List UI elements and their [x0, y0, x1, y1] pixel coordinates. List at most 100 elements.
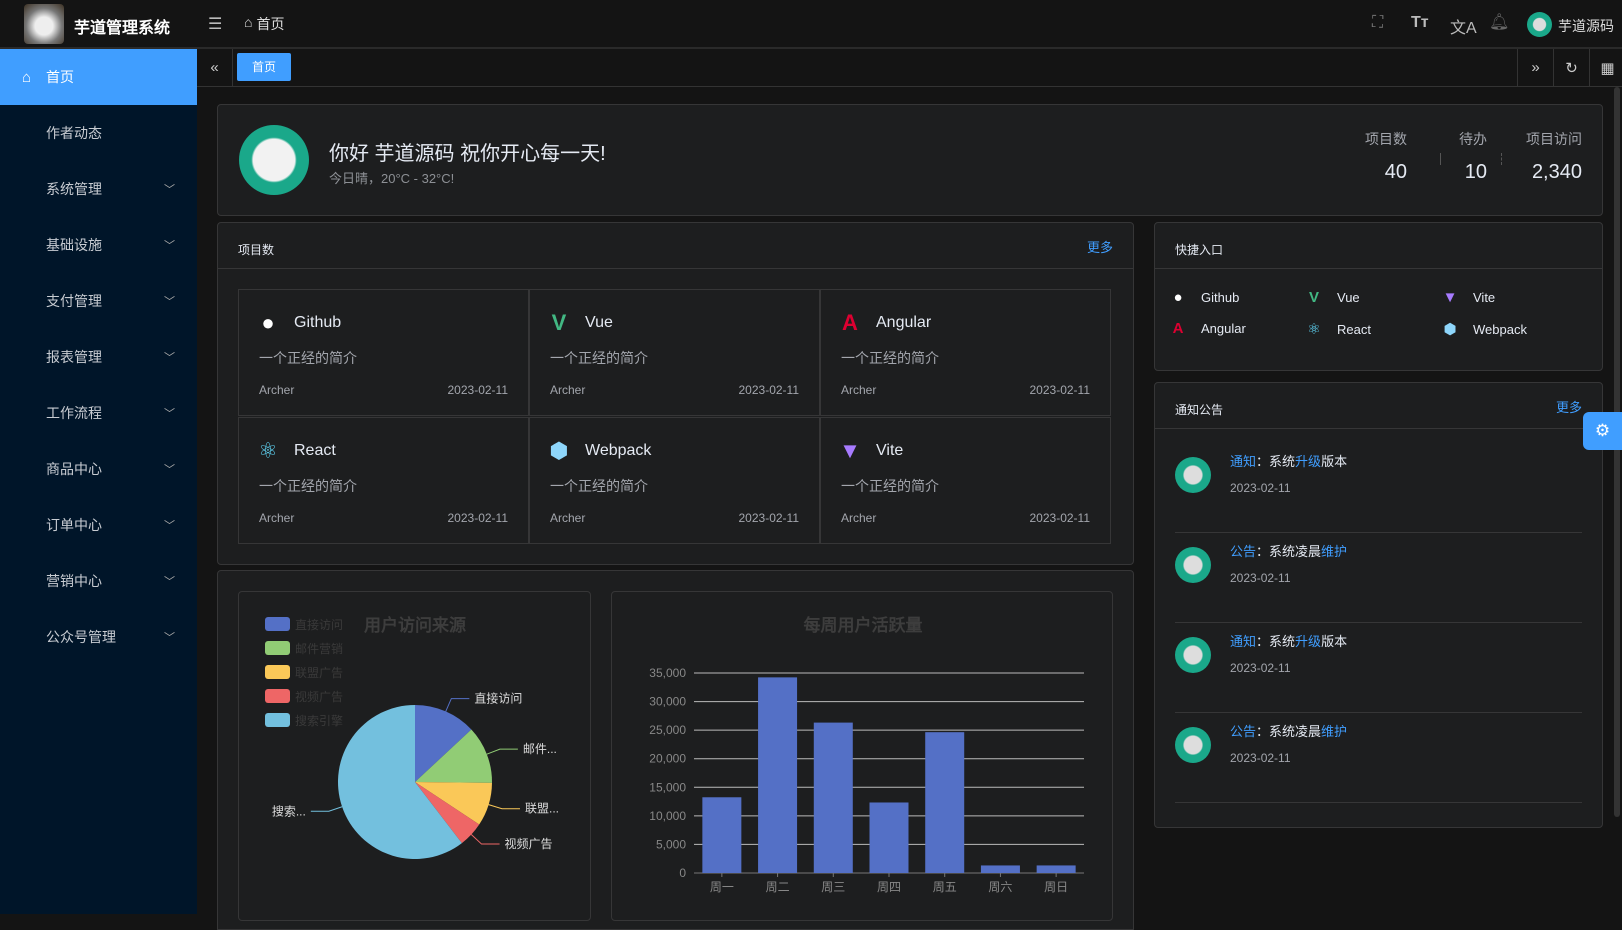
stat-value: 10 [1464, 161, 1487, 183]
shortcut-item[interactable]: V Vue [1305, 289, 1360, 306]
label-line [486, 748, 518, 755]
notice-item[interactable]: 通知：系统升级版本 2023-02-11 [1175, 443, 1582, 533]
bell-icon[interactable]: 🔔︎ [1489, 14, 1510, 31]
project-card[interactable]: ⚛ React 一个正经的简介 Archer 2023-02-11 [238, 417, 529, 544]
settings-gear-icon[interactable]: ⚙ [1583, 412, 1622, 450]
legend-swatch[interactable] [265, 617, 290, 631]
font-size-icon[interactable]: Tт [1411, 14, 1429, 31]
sidebar-item[interactable]: 系统管理 ﹀ [0, 161, 197, 217]
bar[interactable] [813, 722, 853, 873]
angular-icon: A [1172, 320, 1184, 337]
sidebar-item-label: 公众号管理 [46, 629, 116, 645]
notice-date: 2023-02-11 [1230, 571, 1291, 585]
sidebar-item-label: 商品中心 [46, 461, 102, 477]
notice-pre: 系统 [1269, 634, 1296, 649]
sidebar-item[interactable]: 作者动态 [0, 105, 197, 161]
avatar [1175, 727, 1211, 763]
y-tick-label: 20,000 [649, 752, 686, 766]
shortcut-item[interactable]: ⬢ Webpack [1441, 320, 1527, 338]
slice-label: 视频广告 [505, 836, 553, 851]
shortcut-label: Vite [1473, 290, 1496, 305]
project-card[interactable]: ● Github 一个正经的简介 Archer 2023-02-11 [238, 289, 529, 416]
tab-home[interactable]: 首页 [237, 53, 292, 81]
project-card[interactable]: V Vue 一个正经的简介 Archer 2023-02-11 [529, 289, 820, 416]
menu-fold-icon[interactable]: ☰ [208, 16, 223, 33]
pie-slice[interactable] [338, 705, 462, 859]
pie-slice[interactable] [415, 729, 492, 783]
refresh-icon[interactable]: ↻ [1553, 49, 1589, 86]
sidebar-item[interactable]: 报表管理 ﹀ [0, 329, 197, 385]
shortcuts-card: 快捷入口 ● Github V Vue ▼ Vite A Angular ⚛ React ⬢ Webp… [1154, 222, 1603, 371]
translate-icon[interactable]: 文A [1450, 20, 1477, 37]
username[interactable]: 芋道源码 [1558, 18, 1614, 34]
scroll-right-icon[interactable]: » [1517, 49, 1553, 86]
legend-label[interactable]: 联盟广告 [295, 666, 343, 680]
notice-sep: ： [1256, 724, 1270, 739]
sidebar-item[interactable]: 公众号管理 ﹀ [0, 609, 197, 665]
sidebar-item[interactable]: 商品中心 ﹀ [0, 441, 197, 497]
breadcrumb[interactable]: ⌂ 首页 [244, 14, 285, 32]
bar[interactable] [702, 797, 742, 873]
project-name: Github [294, 314, 342, 331]
sidebar-item[interactable]: 支付管理 ﹀ [0, 273, 197, 329]
sidebar-item-label: 基础设施 [46, 237, 102, 253]
bar[interactable] [758, 677, 798, 873]
chevron-down-icon: ﹀ [164, 464, 175, 476]
pie-slice[interactable] [415, 705, 472, 782]
scrollbar[interactable] [1614, 87, 1620, 817]
bar[interactable] [925, 732, 965, 873]
grid-menu-icon[interactable]: ▦ [1589, 49, 1622, 86]
notice-item[interactable]: 通知：系统升级版本 2023-02-11 [1175, 623, 1582, 713]
legend-label[interactable]: 搜索引擎 [295, 713, 343, 728]
sidebar-item-label: 订单中心 [46, 517, 102, 533]
notice-pre: 系统凌晨 [1269, 544, 1322, 559]
legend-label[interactable]: 邮件营销 [295, 642, 343, 656]
fullscreen-icon[interactable]: ⛶ [1372, 14, 1384, 31]
sidebar-item[interactable]: 营销中心 ﹀ [0, 553, 197, 609]
user-avatar[interactable] [1527, 12, 1552, 37]
pie-slice[interactable] [415, 782, 492, 825]
sidebar-item[interactable]: 基础设施 ﹀ [0, 217, 197, 273]
legend-label[interactable]: 直接访问 [295, 617, 343, 632]
shortcut-item[interactable]: ▼ Vite [1441, 289, 1496, 306]
project-card[interactable]: ▼ Vite 一个正经的简介 Archer 2023-02-11 [820, 417, 1111, 544]
x-tick-label: 周六 [988, 880, 1012, 894]
bar[interactable] [1036, 865, 1076, 873]
shortcut-item[interactable]: A Angular [1169, 320, 1246, 337]
github-icon: ● [1173, 289, 1183, 306]
project-date: 2023-02-11 [447, 383, 509, 397]
label-line [310, 806, 343, 812]
scroll-left-icon[interactable]: « [197, 49, 233, 86]
sidebar-item[interactable]: 订单中心 ﹀ [0, 497, 197, 553]
notice-item[interactable]: 公告：系统凌晨维护 2023-02-11 [1175, 533, 1582, 623]
bar[interactable] [869, 802, 909, 873]
notice-pre: 系统凌晨 [1269, 724, 1322, 739]
legend-swatch[interactable] [265, 713, 290, 727]
project-author: Archer [550, 383, 586, 397]
y-tick-label: 25,000 [649, 723, 686, 737]
notices-more-link[interactable]: 更多 [1555, 400, 1582, 415]
legend-swatch[interactable] [265, 689, 290, 703]
bar[interactable] [980, 865, 1020, 873]
project-card[interactable]: ⬢ Webpack 一个正经的简介 Archer 2023-02-11 [529, 417, 820, 544]
project-name: Vite [876, 442, 904, 459]
projects-more-link[interactable]: 更多 [1086, 240, 1113, 255]
chevron-down-icon: ﹀ [164, 632, 175, 644]
project-card[interactable]: A Angular 一个正经的简介 Archer 2023-02-11 [820, 289, 1111, 416]
sidebar-item-label: 报表管理 [46, 349, 102, 365]
legend-label[interactable]: 视频广告 [295, 689, 343, 704]
shortcut-item[interactable]: ⚛ React [1305, 320, 1371, 338]
sidebar-item[interactable]: ⌂ 首页 [0, 49, 197, 105]
sidebar-item[interactable]: 工作流程 ﹀ [0, 385, 197, 441]
bar-chart: 每周用户活跃量 0 5,000 10,000 15,000 20,000 25,000 30,… [649, 615, 1084, 894]
sidebar-item-label: 首页 [46, 69, 74, 85]
notice-item[interactable]: 公告：系统凌晨维护 2023-02-11 [1175, 713, 1582, 803]
shortcut-item[interactable]: ● Github [1169, 289, 1239, 306]
label-line [445, 698, 470, 712]
legend-swatch[interactable] [265, 665, 290, 679]
notice-text: 公告：系统凌晨维护 [1230, 721, 1347, 740]
project-date: 2023-02-11 [1029, 383, 1091, 397]
notice-type: 通知 [1230, 454, 1257, 469]
pie-slice[interactable] [415, 782, 480, 844]
legend-swatch[interactable] [265, 641, 290, 655]
